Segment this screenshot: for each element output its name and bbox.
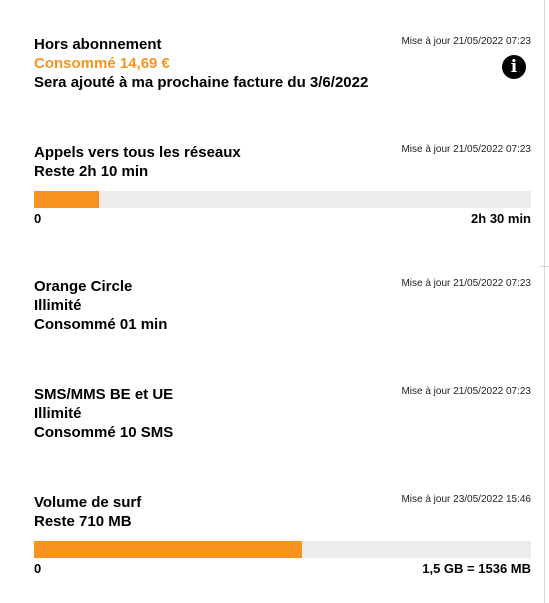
section-volume-surf: Volume de surf Mise à jour 23/05/2022 15… (34, 493, 531, 579)
scrollbar-tick (540, 266, 549, 267)
consumed-value: Consommé 01 min (34, 316, 168, 333)
consumed-value: Consommé 10 SMS (34, 424, 174, 441)
bar-min-label: 0 (34, 561, 42, 576)
usage-progress-bar (34, 191, 531, 208)
bar-max-label: 1,5 GB = 1536 MB (422, 561, 531, 576)
usage-progress-bar (34, 541, 531, 558)
section-title: Hors abonnement (34, 36, 162, 53)
bar-min-label: 0 (34, 211, 42, 226)
updated-timestamp: Mise à jour 21/05/2022 07:23 (401, 386, 531, 397)
consumed-amount: Consommé 14,69 € (34, 55, 170, 72)
plan-status: Illimité (34, 297, 82, 314)
billing-note: Sera ajouté à ma prochaine facture du 3/… (34, 74, 369, 91)
scrollbar-edge (544, 0, 545, 603)
remaining-value: Reste 2h 10 min (34, 163, 149, 180)
section-title: SMS/MMS BE et UE (34, 386, 174, 403)
section-sms-mms: SMS/MMS BE et UE Mise à jour 21/05/2022 … (34, 385, 531, 442)
updated-timestamp: Mise à jour 21/05/2022 07:23 (401, 36, 531, 47)
updated-timestamp: Mise à jour 21/05/2022 07:23 (401, 144, 531, 155)
usage-progress-fill (34, 541, 303, 558)
updated-timestamp: Mise à jour 21/05/2022 07:23 (401, 278, 531, 289)
bar-max-label: 2h 30 min (471, 211, 531, 226)
usage-progress-fill (34, 191, 99, 208)
updated-timestamp: Mise à jour 23/05/2022 15:46 (401, 494, 531, 505)
plan-status: Illimité (34, 405, 82, 422)
info-icon[interactable]: i (502, 55, 526, 79)
section-appels: Appels vers tous les réseaux Mise à jour… (34, 143, 531, 229)
section-title: Appels vers tous les réseaux (34, 144, 241, 161)
section-orange-circle: Orange Circle Mise à jour 21/05/2022 07:… (34, 277, 531, 334)
section-title: Volume de surf (34, 494, 142, 511)
section-hors-abonnement: Hors abonnement Mise à jour 21/05/2022 0… (34, 35, 531, 92)
section-title: Orange Circle (34, 278, 133, 295)
remaining-value: Reste 710 MB (34, 513, 132, 530)
